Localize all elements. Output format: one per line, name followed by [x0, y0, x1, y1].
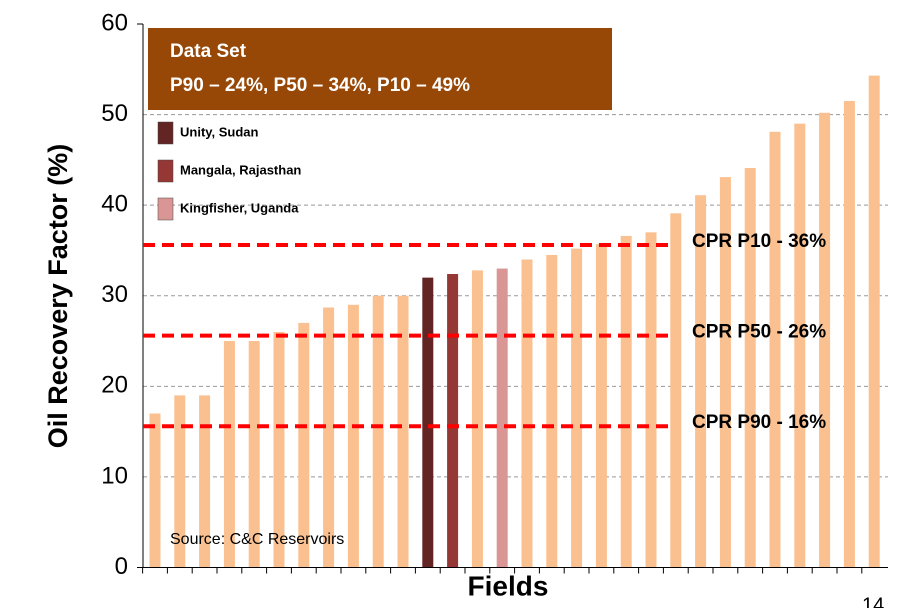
reference-label: CPR P90 - 16% — [692, 412, 826, 433]
bar — [422, 277, 434, 568]
bar — [174, 395, 186, 568]
bar — [521, 259, 533, 568]
data-set-box — [148, 28, 612, 110]
y-tick-label: 50 — [101, 100, 128, 127]
legend-label: Unity, Sudan — [180, 124, 259, 139]
bar — [149, 413, 161, 568]
bar — [397, 295, 409, 568]
bar — [695, 195, 707, 568]
reference-label: CPR P50 - 26% — [692, 322, 826, 343]
bar — [868, 75, 880, 568]
bar — [595, 244, 607, 568]
bar — [744, 168, 756, 568]
bar — [199, 395, 211, 568]
x-axis-label: Fields — [468, 570, 549, 601]
bar — [620, 235, 632, 568]
bar — [571, 248, 583, 568]
legend-label: Kingfisher, Uganda — [180, 200, 299, 215]
bar — [372, 295, 384, 568]
y-tick-label: 60 — [101, 9, 128, 36]
bar — [496, 268, 508, 568]
bar — [273, 331, 285, 568]
bar — [447, 274, 459, 568]
bar — [843, 100, 855, 568]
bar — [223, 341, 235, 568]
bar — [546, 254, 558, 568]
bar — [248, 341, 260, 568]
y-tick-label: 40 — [101, 191, 128, 218]
y-tick-label: 10 — [101, 462, 128, 489]
y-tick-label: 20 — [101, 372, 128, 399]
bar — [670, 213, 682, 568]
bar — [645, 232, 657, 568]
bar — [794, 123, 806, 568]
data-set-text: P90 – 24%, P50 – 34%, P10 – 49% — [170, 75, 470, 96]
legend-swatch — [157, 197, 174, 221]
data-set-title: Data Set — [170, 41, 247, 62]
bar — [298, 322, 310, 568]
bar — [819, 112, 831, 568]
y-tick-label: 30 — [101, 281, 128, 308]
bar — [471, 270, 483, 568]
legend-swatch — [157, 121, 174, 145]
y-axis-label: Oil Recovery Factor (%) — [43, 144, 73, 449]
bar — [347, 304, 359, 568]
page-number: 14 — [862, 594, 884, 608]
legend-swatch — [157, 159, 174, 183]
bar — [769, 131, 781, 568]
source-note: Source: C&C Reservoirs — [170, 531, 344, 548]
reference-label: CPR P10 - 36% — [692, 231, 826, 252]
y-tick-label: 0 — [115, 553, 128, 580]
bar — [323, 307, 335, 568]
legend-label: Mangala, Rajasthan — [180, 162, 301, 177]
bar — [719, 177, 731, 568]
